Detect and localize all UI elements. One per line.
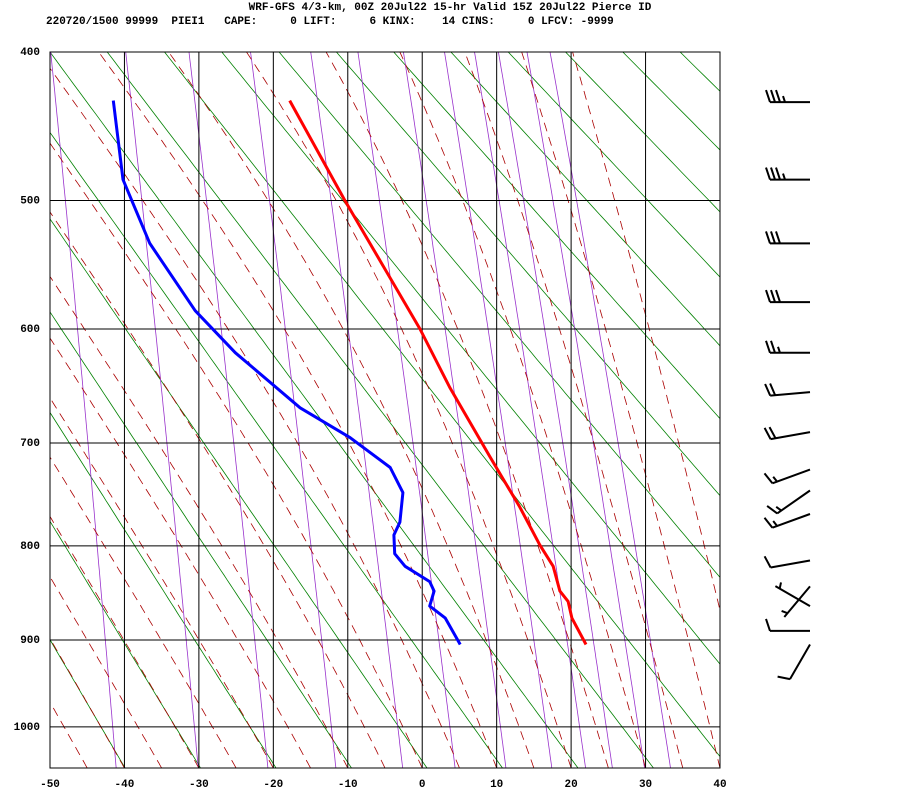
moist-adiabat xyxy=(399,52,646,768)
x-tick-label: -50 xyxy=(40,779,60,791)
x-tick-label: 20 xyxy=(565,779,578,791)
moist-adiabat xyxy=(50,397,274,768)
y-tick-label: 400 xyxy=(20,47,40,59)
x-tick-label: 10 xyxy=(490,779,503,791)
mixing-ratio-line xyxy=(498,52,613,768)
mixing-ratio-line xyxy=(357,52,456,768)
y-tick-label: 800 xyxy=(20,541,40,553)
x-tick-label: 0 xyxy=(419,779,426,791)
dry-adiabat xyxy=(50,311,352,768)
y-tick-label: 700 xyxy=(20,438,40,450)
mixing-ratio-line xyxy=(125,52,199,768)
x-tick-label: 40 xyxy=(713,779,726,791)
wind-barb xyxy=(774,582,811,607)
wind-barb xyxy=(763,555,811,569)
chart-title: WRF-GFS 4/3-km, 00Z 20Jul22 15-hr Valid … xyxy=(249,2,652,14)
wind-barb xyxy=(765,231,810,245)
mixing-ratio-line xyxy=(444,52,553,768)
moist-adiabat xyxy=(168,52,535,768)
x-tick-label: -30 xyxy=(189,779,209,791)
wind-barb xyxy=(765,618,810,632)
mixing-ratio-line xyxy=(250,52,337,768)
wind-barb xyxy=(765,89,810,104)
moist-adiabat xyxy=(50,67,460,768)
moist-adiabat xyxy=(98,52,498,768)
dry-adiabat xyxy=(450,52,720,347)
y-tick-label: 1000 xyxy=(14,722,40,734)
dry-adiabat xyxy=(278,52,720,578)
wind-barb xyxy=(763,426,811,441)
mixing-ratio-line xyxy=(188,52,269,768)
moist-adiabat xyxy=(464,52,684,768)
wind-barb xyxy=(766,489,811,515)
moist-adiabat xyxy=(50,337,311,768)
x-tick-label: 30 xyxy=(639,779,652,791)
wind-barb xyxy=(765,167,810,181)
reference-lines xyxy=(50,52,720,768)
mixing-ratio-line xyxy=(526,52,645,768)
dry-adiabat xyxy=(50,218,428,768)
chart-subtitle: 220720/1500 99999 PIEI1 CAPE: 0 LIFT: 6 … xyxy=(46,16,614,28)
x-tick-label: -40 xyxy=(115,779,135,791)
wind-barb xyxy=(765,340,810,354)
moist-adiabat xyxy=(50,456,237,768)
dry-adiabat xyxy=(507,52,720,278)
dry-adiabat xyxy=(50,411,277,768)
dry-adiabat xyxy=(106,52,654,768)
mixing-ratio-line xyxy=(549,52,671,768)
mixing-ratio-line xyxy=(310,52,404,768)
wind-barb xyxy=(777,643,811,681)
dry-adiabat xyxy=(164,52,720,758)
y-tick-label: 600 xyxy=(20,324,40,336)
y-tick-label: 500 xyxy=(20,195,40,207)
profile-line xyxy=(111,100,462,646)
dry-adiabat xyxy=(50,52,579,768)
moist-adiabat xyxy=(50,576,163,768)
moist-adiabat xyxy=(246,52,572,768)
moist-adiabat xyxy=(325,52,609,768)
dry-adiabat xyxy=(50,520,201,768)
plot-frame xyxy=(49,51,721,769)
y-tick-label: 900 xyxy=(20,635,40,647)
mixing-ratio-line xyxy=(474,52,586,768)
wind-barb xyxy=(765,289,810,304)
moist-adiabat xyxy=(50,515,200,768)
moist-adiabat xyxy=(50,275,349,768)
dry-adiabat xyxy=(50,131,503,768)
x-tick-label: -20 xyxy=(263,779,283,791)
wind-barb xyxy=(763,513,811,529)
moist-adiabat xyxy=(50,142,423,768)
mixing-ratio-line xyxy=(403,52,507,768)
dry-adiabat xyxy=(336,52,720,497)
wind-barb xyxy=(764,383,811,397)
wind-barb xyxy=(763,468,811,485)
x-tick-label: -10 xyxy=(338,779,358,791)
wind-barb xyxy=(781,585,811,618)
profile-line xyxy=(288,99,588,646)
moist-adiabat xyxy=(572,52,720,613)
dry-adiabat xyxy=(393,52,720,420)
